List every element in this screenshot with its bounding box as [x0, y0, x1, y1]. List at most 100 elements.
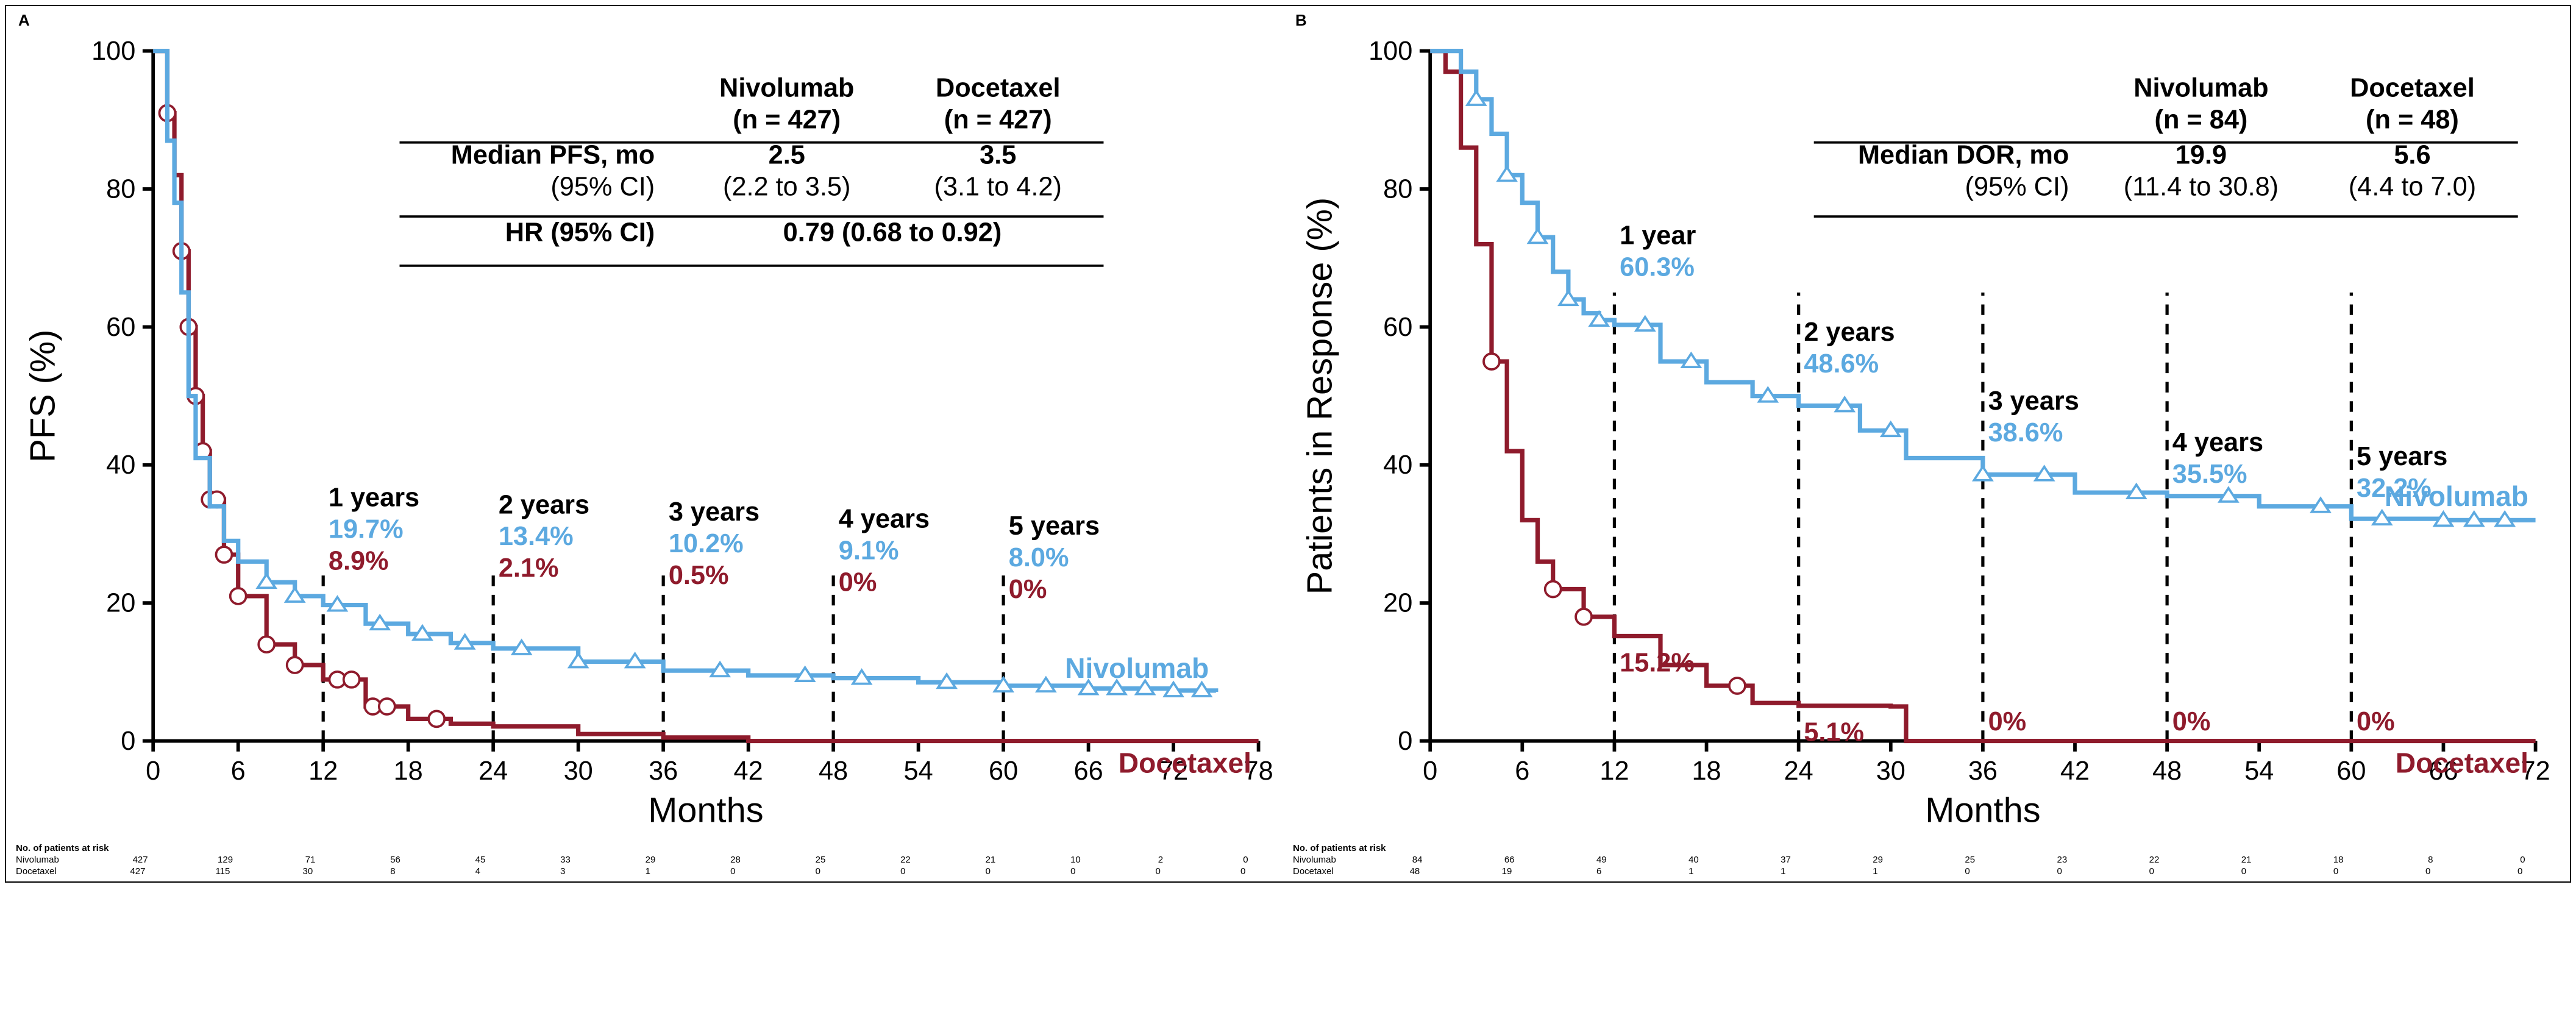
svg-text:48.6%: 48.6% — [1804, 349, 1879, 379]
svg-text:(2.2 to 3.5): (2.2 to 3.5) — [723, 172, 850, 201]
risk-row: Docetaxel481961110000000 — [1293, 866, 2560, 877]
risk-value: 48 — [1368, 866, 1461, 877]
risk-value: 8 — [2385, 855, 2477, 865]
svg-text:24: 24 — [479, 756, 508, 786]
km-chart-A: 02040608010006121824303642485460667278Mo… — [16, 30, 1283, 839]
risk-table-A: No. of patients at riskNivolumab42712971… — [16, 843, 1283, 877]
svg-text:Patients in Response (%): Patients in Response (%) — [1301, 198, 1340, 595]
svg-text:Median PFS, mo: Median PFS, mo — [451, 140, 655, 169]
risk-row-label: Nivolumab — [1293, 855, 1336, 865]
risk-value: 22 — [2108, 855, 2200, 865]
risk-value: 1 — [1737, 866, 1829, 877]
svg-text:Docetaxel: Docetaxel — [1119, 747, 1251, 779]
svg-text:19.7%: 19.7% — [329, 515, 404, 544]
svg-text:40: 40 — [1383, 450, 1412, 480]
svg-text:48: 48 — [2152, 756, 2182, 786]
svg-text:5.1%: 5.1% — [1804, 718, 1864, 747]
risk-value: 21 — [948, 855, 1033, 865]
risk-title: No. of patients at risk — [1293, 843, 2560, 853]
risk-value: 29 — [608, 855, 692, 865]
risk-value: 0 — [2477, 855, 2569, 865]
risk-value: 0 — [1115, 866, 1200, 877]
svg-text:13.4%: 13.4% — [499, 522, 574, 551]
risk-value: 30 — [265, 866, 350, 877]
svg-text:30: 30 — [1876, 756, 1905, 786]
svg-text:2.1%: 2.1% — [499, 553, 559, 583]
risk-value: 33 — [523, 855, 608, 865]
risk-value: 22 — [863, 855, 948, 865]
svg-text:0%: 0% — [2357, 707, 2395, 736]
svg-text:(4.4 to 7.0): (4.4 to 7.0) — [2349, 172, 2476, 201]
risk-row-label: Nivolumab — [16, 855, 59, 865]
risk-value: 0 — [861, 866, 945, 877]
panel-A: A 02040608010006121824303642485460667278… — [11, 9, 1288, 879]
svg-text:3 years: 3 years — [1988, 386, 2079, 416]
risk-table-B: No. of patients at riskNivolumab84664940… — [1293, 843, 2560, 877]
svg-text:60: 60 — [106, 313, 135, 342]
svg-text:3 years: 3 years — [669, 497, 760, 527]
svg-text:0%: 0% — [1988, 707, 2027, 736]
svg-text:35.5%: 35.5% — [2172, 460, 2247, 489]
svg-text:6: 6 — [231, 756, 246, 786]
svg-text:32.2%: 32.2% — [2357, 474, 2432, 503]
svg-text:60: 60 — [2336, 756, 2366, 786]
risk-value: 0 — [1203, 855, 1288, 865]
risk-value: 0 — [691, 866, 775, 877]
svg-text:2 years: 2 years — [499, 490, 589, 519]
panel-B-label: B — [1295, 11, 2560, 30]
svg-text:9.1%: 9.1% — [839, 536, 899, 565]
svg-text:36: 36 — [649, 756, 678, 786]
risk-value: 10 — [1033, 855, 1118, 865]
svg-text:(n = 427): (n = 427) — [944, 105, 1052, 135]
svg-text:Median DOR, mo: Median DOR, mo — [1858, 140, 2069, 169]
risk-value: 427 — [95, 866, 180, 877]
svg-text:Docetaxel: Docetaxel — [936, 74, 1061, 103]
svg-text:42: 42 — [2060, 756, 2090, 786]
svg-text:0: 0 — [121, 727, 135, 756]
svg-text:Nivolumab: Nivolumab — [719, 74, 854, 103]
risk-value: 0 — [1200, 866, 1285, 877]
panel-A-label: A — [18, 11, 1283, 30]
risk-row: Nivolumab4271297156453329282522211020 — [16, 855, 1283, 865]
svg-text:Months: Months — [648, 791, 763, 830]
risk-value: 0 — [2013, 866, 2105, 877]
svg-text:3.5: 3.5 — [980, 140, 1016, 169]
svg-text:10.2%: 10.2% — [669, 529, 744, 558]
svg-text:Nivolumab: Nivolumab — [1065, 652, 1209, 684]
svg-text:Nivolumab: Nivolumab — [2133, 74, 2268, 103]
risk-value: 23 — [2016, 855, 2108, 865]
svg-text:2.5: 2.5 — [769, 140, 805, 169]
risk-row: Docetaxel4271153084310000000 — [16, 866, 1283, 877]
risk-value: 0 — [775, 866, 860, 877]
svg-text:1 years: 1 years — [329, 483, 419, 513]
svg-text:HR (95% CI): HR (95% CI) — [505, 218, 655, 247]
risk-value: 1 — [605, 866, 690, 877]
risk-value: 8 — [350, 866, 435, 877]
svg-text:42: 42 — [734, 756, 763, 786]
svg-text:5 years: 5 years — [2357, 442, 2447, 471]
svg-text:48: 48 — [819, 756, 848, 786]
svg-text:18: 18 — [394, 756, 423, 786]
svg-text:(11.4 to 30.8): (11.4 to 30.8) — [2124, 172, 2279, 201]
svg-text:5.6: 5.6 — [2394, 140, 2430, 169]
risk-value: 28 — [693, 855, 778, 865]
risk-value: 0 — [1921, 866, 2013, 877]
svg-text:0%: 0% — [839, 568, 877, 597]
risk-value: 129 — [183, 855, 268, 865]
risk-value: 66 — [1464, 855, 1556, 865]
svg-text:15.2%: 15.2% — [1620, 648, 1695, 677]
risk-value: 25 — [1924, 855, 2016, 865]
svg-text:(95% CI): (95% CI) — [550, 172, 655, 201]
risk-value: 18 — [2293, 855, 2385, 865]
panel-B: B 020406080100061218243036424854606672Mo… — [1288, 9, 2565, 879]
svg-text:(n = 427): (n = 427) — [733, 105, 841, 135]
svg-text:36: 36 — [1968, 756, 1998, 786]
risk-value: 56 — [353, 855, 438, 865]
svg-text:(95% CI): (95% CI) — [1965, 172, 2069, 201]
svg-text:0%: 0% — [2172, 707, 2211, 736]
svg-text:60: 60 — [1383, 313, 1412, 342]
risk-value: 37 — [1740, 855, 1832, 865]
risk-row: Nivolumab846649403729252322211880 — [1293, 855, 2560, 865]
svg-text:1 year: 1 year — [1620, 221, 1696, 251]
risk-value: 0 — [945, 866, 1030, 877]
